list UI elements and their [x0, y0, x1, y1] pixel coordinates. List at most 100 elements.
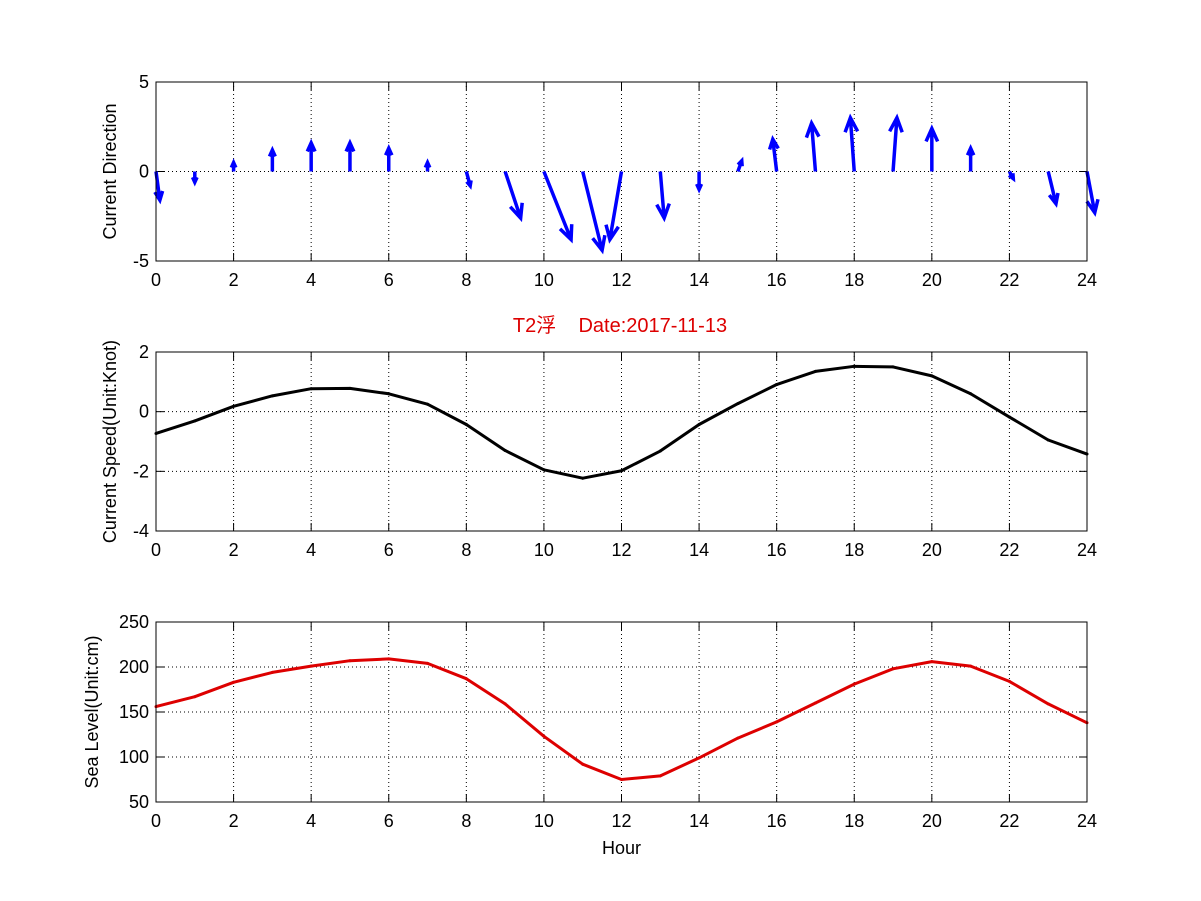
x-tick-label: 4	[306, 270, 316, 290]
current-arrow	[190, 171, 199, 187]
x-tick-label: 16	[767, 270, 787, 290]
data-point	[736, 736, 740, 740]
data-point	[193, 695, 197, 699]
x-tick-label: 14	[689, 270, 709, 290]
y-axis-label: Sea Level(Unit:cm)	[82, 635, 102, 788]
current-arrow	[1085, 171, 1100, 217]
y-tick-label: -4	[133, 521, 149, 541]
data-point	[1007, 679, 1011, 683]
data-point	[620, 778, 623, 781]
x-tick-label: 20	[922, 540, 942, 560]
data-point	[969, 664, 973, 668]
current-arrow	[542, 170, 574, 244]
y-tick-label: -2	[133, 461, 149, 481]
sea-level-series-line	[155, 657, 1088, 781]
current-arrow	[604, 171, 624, 244]
current-arrow	[423, 158, 432, 172]
x-tick-label: 18	[844, 811, 864, 831]
y-tick-label: 0	[139, 162, 149, 182]
y-tick-label: 5	[139, 72, 149, 92]
current-arrow	[1046, 171, 1060, 208]
data-point	[270, 670, 274, 674]
x-tick-label: 2	[229, 270, 239, 290]
axes-frame	[155, 351, 1088, 532]
current-arrow	[736, 156, 744, 173]
x-tick-label: 20	[922, 811, 942, 831]
current-arrow	[843, 113, 860, 172]
y-tick-label: 0	[139, 402, 149, 422]
data-point	[891, 365, 895, 369]
data-point	[620, 469, 623, 473]
data-point	[969, 392, 973, 396]
current-arrow	[655, 171, 671, 223]
current-arrow	[695, 171, 704, 194]
data-point	[464, 422, 468, 426]
x-tick-label: 10	[534, 270, 554, 290]
data-point	[309, 664, 313, 668]
data-point	[813, 369, 817, 373]
data-point	[426, 661, 430, 665]
x-tick-label: 8	[461, 270, 471, 290]
x-tick-label: 0	[151, 811, 161, 831]
speed-series-line	[155, 364, 1088, 480]
data-point	[387, 392, 391, 396]
quiver-arrows	[153, 113, 1100, 255]
x-tick-label: 12	[611, 811, 631, 831]
x-tick-label: 16	[767, 811, 787, 831]
current-arrow	[344, 138, 356, 172]
data-point	[813, 701, 817, 705]
data-point	[232, 404, 236, 408]
data-point	[775, 383, 779, 387]
current-arrow	[924, 124, 940, 172]
x-tick-label: 0	[151, 540, 161, 560]
data-point	[852, 682, 856, 686]
axes-frame	[155, 81, 1088, 262]
current-arrow	[503, 170, 524, 223]
current-arrow	[267, 145, 277, 172]
y-tick-label: 150	[119, 702, 149, 722]
data-point	[736, 402, 740, 406]
x-tick-label: 20	[922, 270, 942, 290]
x-tick-label: 16	[767, 540, 787, 560]
data-point	[503, 702, 507, 706]
data-point	[348, 659, 352, 663]
data-point	[270, 394, 274, 398]
current-arrow	[767, 135, 780, 172]
data-point	[581, 476, 585, 480]
data-point	[387, 657, 391, 661]
figure-title: T2浮 Date:2017-11-13	[513, 314, 727, 337]
y-tick-label: 200	[119, 657, 149, 677]
current-arrow	[1007, 170, 1016, 183]
x-tick-label: 12	[611, 270, 631, 290]
x-axis-label: Hour	[602, 838, 641, 858]
x-tick-label: 4	[306, 540, 316, 560]
current-arrow	[804, 118, 821, 172]
current-arrow	[305, 138, 317, 172]
data-point	[658, 774, 662, 778]
x-tick-label: 2	[229, 540, 239, 560]
x-tick-label: 14	[689, 540, 709, 560]
x-tick-label: 14	[689, 811, 709, 831]
data-point	[930, 374, 934, 378]
x-tick-label: 8	[461, 811, 471, 831]
x-tick-label: 24	[1077, 540, 1097, 560]
data-point	[542, 734, 546, 738]
x-tick-label: 22	[999, 270, 1019, 290]
data-point	[542, 468, 546, 472]
x-tick-label: 6	[384, 270, 394, 290]
data-point	[503, 448, 507, 452]
data-point	[658, 449, 662, 453]
y-tick-label: -5	[133, 251, 149, 271]
x-tick-label: 0	[151, 270, 161, 290]
current-arrow	[965, 143, 976, 172]
x-tick-label: 8	[461, 540, 471, 560]
data-point	[309, 387, 313, 391]
data-point	[581, 762, 585, 766]
current-arrow	[384, 143, 394, 172]
x-tick-label: 4	[306, 811, 316, 831]
data-point	[852, 364, 856, 368]
data-point	[464, 677, 468, 681]
